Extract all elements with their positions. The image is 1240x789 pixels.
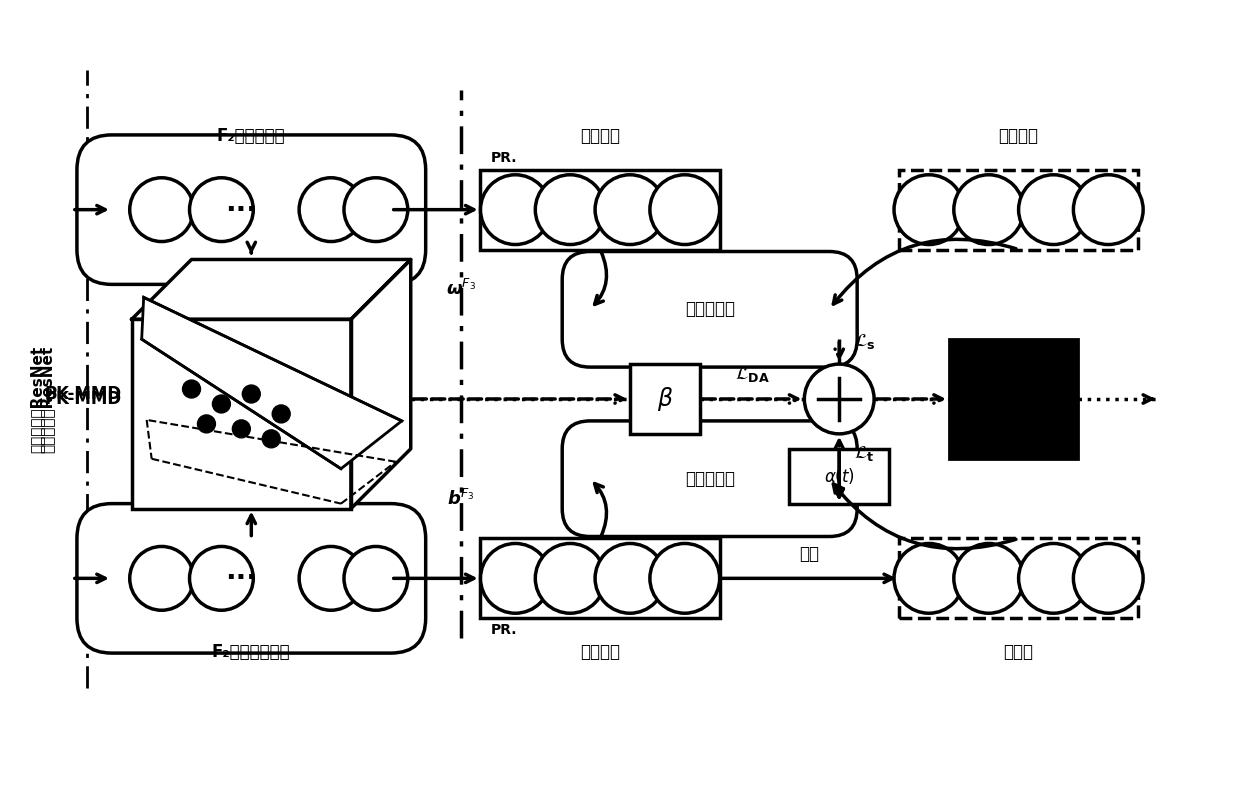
- Circle shape: [480, 175, 551, 245]
- Polygon shape: [141, 297, 402, 469]
- Circle shape: [954, 544, 1023, 613]
- Circle shape: [1018, 544, 1089, 613]
- Circle shape: [536, 175, 605, 245]
- Circle shape: [299, 547, 363, 610]
- FancyBboxPatch shape: [77, 135, 425, 284]
- Text: 预测标记: 预测标记: [580, 127, 620, 145]
- Circle shape: [263, 430, 280, 448]
- Circle shape: [650, 544, 719, 613]
- Text: ···: ···: [226, 564, 257, 593]
- Circle shape: [1074, 175, 1143, 245]
- Circle shape: [595, 175, 665, 245]
- Text: F₂层目标域特征: F₂层目标域特征: [212, 643, 290, 661]
- Text: F₂层源域特征: F₂层源域特征: [217, 127, 285, 145]
- Text: $\boldsymbol{\omega}^{F_3}$: $\boldsymbol{\omega}^{F_3}$: [445, 279, 475, 299]
- Circle shape: [343, 178, 408, 241]
- Text: 转化: 转化: [800, 545, 820, 563]
- Bar: [949, 339, 1079, 458]
- FancyBboxPatch shape: [562, 252, 857, 367]
- Text: PR.: PR.: [491, 151, 517, 165]
- Text: 预测标记: 预测标记: [580, 643, 620, 661]
- Text: $\mathcal{L}_{\mathbf{DA}}$: $\mathcal{L}_{\mathbf{DA}}$: [734, 365, 770, 384]
- Circle shape: [343, 547, 408, 610]
- Circle shape: [273, 405, 290, 423]
- Circle shape: [536, 544, 605, 613]
- Circle shape: [130, 547, 193, 610]
- Text: $\alpha(t)$: $\alpha(t)$: [823, 466, 854, 486]
- Circle shape: [1074, 544, 1143, 613]
- Circle shape: [190, 547, 253, 610]
- Circle shape: [595, 544, 665, 613]
- Circle shape: [954, 175, 1023, 245]
- Bar: [480, 170, 719, 249]
- FancyBboxPatch shape: [562, 421, 857, 537]
- Text: $\mathcal{L}_{\mathbf{s}}$: $\mathcal{L}_{\mathbf{s}}$: [854, 332, 875, 351]
- Bar: [480, 538, 719, 619]
- Circle shape: [894, 175, 963, 245]
- Circle shape: [130, 178, 193, 241]
- Text: 交叉熵损失: 交叉熵损失: [684, 469, 734, 488]
- Circle shape: [299, 178, 363, 241]
- Bar: [790, 449, 889, 503]
- Bar: [899, 170, 1138, 249]
- Circle shape: [1018, 175, 1089, 245]
- Circle shape: [212, 395, 231, 413]
- Text: $\boldsymbol{b}^{F_3}$: $\boldsymbol{b}^{F_3}$: [446, 488, 474, 509]
- Circle shape: [242, 385, 260, 403]
- Text: PK-MMD: PK-MMD: [45, 390, 122, 408]
- Text: 伪标记: 伪标记: [1003, 643, 1034, 661]
- Circle shape: [805, 364, 874, 434]
- Text: PK-MMD: PK-MMD: [45, 385, 122, 403]
- Circle shape: [197, 415, 216, 433]
- FancyBboxPatch shape: [77, 503, 425, 653]
- Circle shape: [480, 544, 551, 613]
- Circle shape: [190, 178, 253, 241]
- Text: $\beta$: $\beta$: [657, 385, 673, 413]
- Text: ···: ···: [226, 196, 257, 223]
- Bar: [630, 364, 699, 434]
- Text: PR.: PR.: [491, 623, 517, 638]
- Polygon shape: [351, 260, 410, 509]
- Circle shape: [650, 175, 719, 245]
- Text: $\mathcal{L}_{\mathbf{t}}$: $\mathcal{L}_{\mathbf{t}}$: [854, 444, 874, 463]
- Polygon shape: [131, 260, 410, 320]
- Text: 领域共享的ResNet: 领域共享的ResNet: [30, 346, 45, 453]
- Circle shape: [232, 420, 250, 438]
- Text: 交叉熵损失: 交叉熵损失: [684, 301, 734, 318]
- Bar: [899, 538, 1138, 619]
- Text: 真实标记: 真实标记: [998, 127, 1039, 145]
- Circle shape: [894, 544, 963, 613]
- Bar: [131, 320, 351, 509]
- Text: 领域共享的ResNet: 领域共享的ResNet: [40, 346, 55, 453]
- Circle shape: [182, 380, 201, 398]
